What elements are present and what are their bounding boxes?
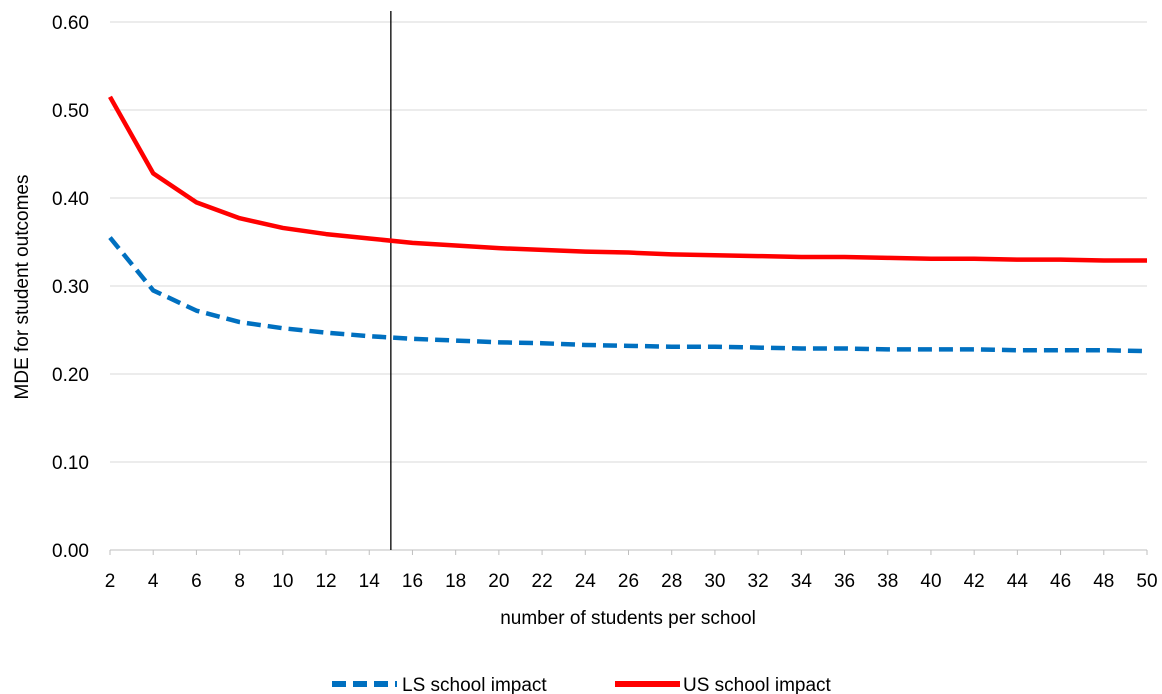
y-tick-label: 0.00 — [52, 541, 89, 562]
x-tick-label: 40 — [920, 571, 941, 592]
legend-label-us: US school impact — [683, 675, 832, 694]
legend-label-ls: LS school impact — [402, 675, 547, 694]
x-axis-ticks: 2 4 6 8 10 12 14 16 18 20 22 24 26 28 30 32 34 36 38 40 42 44… — [105, 571, 1158, 592]
x-tick-label: 28 — [661, 571, 682, 592]
x-tick-label: 30 — [704, 571, 725, 592]
x-tick-label: 24 — [575, 571, 597, 592]
y-tick-label: 0.60 — [52, 13, 89, 34]
x-tick-label: 18 — [445, 571, 466, 592]
x-tick-label: 20 — [488, 571, 509, 592]
x-tick-label: 26 — [618, 571, 639, 592]
x-tick-label: 32 — [748, 571, 769, 592]
y-tick-label: 0.50 — [52, 101, 89, 122]
x-tick-label: 46 — [1050, 571, 1071, 592]
x-tick-label: 36 — [834, 571, 855, 592]
x-axis — [109, 549, 1148, 555]
x-tick-label: 2 — [105, 571, 116, 592]
x-tick-label: 22 — [532, 571, 553, 592]
x-tick-label: 44 — [1007, 571, 1029, 592]
x-tick-label: 42 — [964, 571, 985, 592]
x-axis-title: number of students per school — [500, 608, 756, 629]
x-tick-label: 14 — [359, 571, 381, 592]
y-axis-ticks: 0.00 0.10 0.20 0.30 0.40 0.50 0.60 — [52, 13, 89, 562]
x-tick-label: 12 — [315, 571, 336, 592]
x-tick-label: 38 — [877, 571, 898, 592]
x-tick-label: 8 — [234, 571, 245, 592]
series-line-us-school-impact — [108, 95, 1147, 263]
y-tick-label: 0.20 — [52, 365, 89, 386]
series-group — [108, 95, 1148, 354]
gridlines — [110, 21, 1147, 463]
x-tick-label: 4 — [148, 571, 159, 592]
x-tick-label: 34 — [791, 571, 813, 592]
x-tick-label: 48 — [1093, 571, 1114, 592]
x-tick-label: 10 — [272, 571, 293, 592]
x-tick-label: 16 — [402, 571, 423, 592]
y-axis-title: MDE for student outcomes — [12, 175, 33, 400]
y-tick-label: 0.40 — [52, 189, 89, 210]
series-line-ls-school-impact — [108, 236, 1148, 354]
legend: LS school impact US school impact — [332, 675, 832, 694]
x-tick-label: 6 — [191, 571, 202, 592]
y-tick-label: 0.10 — [52, 453, 89, 474]
y-tick-label: 0.30 — [52, 277, 89, 298]
x-tick-label: 50 — [1136, 571, 1157, 592]
